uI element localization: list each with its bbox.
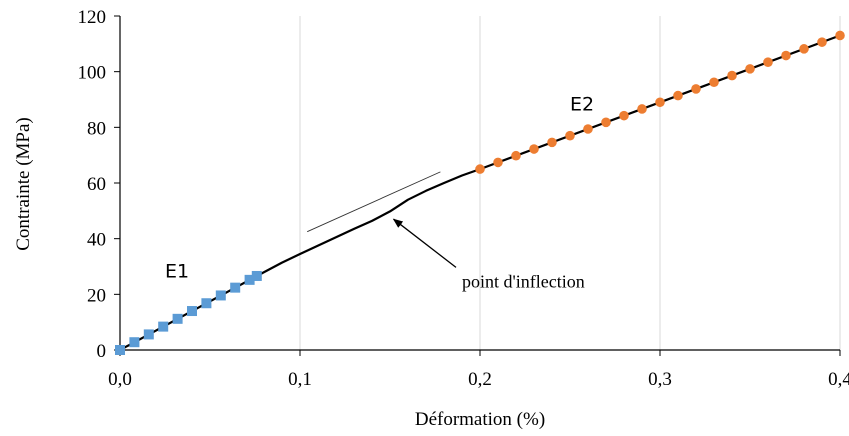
e2-point bbox=[565, 130, 575, 141]
e1-point bbox=[201, 298, 212, 309]
e2-point bbox=[637, 104, 647, 114]
e2-point bbox=[781, 50, 791, 61]
e1-point bbox=[244, 274, 255, 285]
x-axis-title: Déformation (%) bbox=[415, 409, 545, 430]
y-tick-label: 40 bbox=[87, 230, 106, 251]
e2-point bbox=[673, 90, 683, 101]
e2-point bbox=[817, 37, 827, 47]
y-tick-label: 20 bbox=[87, 285, 106, 306]
e1-point bbox=[129, 337, 140, 348]
e2-point bbox=[529, 144, 539, 154]
x-tick-label: 0,3 bbox=[648, 369, 672, 390]
e1-point bbox=[172, 313, 183, 324]
e2-point bbox=[709, 77, 719, 88]
y-tick-label: 120 bbox=[78, 7, 107, 28]
e1-point bbox=[215, 290, 226, 301]
y-tick-label: 0 bbox=[97, 341, 107, 362]
e2-point bbox=[763, 57, 773, 68]
e2-point bbox=[745, 64, 755, 74]
y-tick-label: 100 bbox=[78, 63, 107, 84]
tangent-line-segment bbox=[307, 171, 441, 233]
axes bbox=[114, 15, 841, 356]
fit-curve bbox=[119, 34, 841, 351]
e2-point bbox=[583, 124, 593, 134]
e2-point bbox=[475, 164, 485, 174]
e2-point bbox=[601, 117, 611, 128]
e1-point bbox=[230, 282, 241, 293]
x-tick-labels: 0,0 0,1 0,2 0,3 0,4 bbox=[108, 369, 849, 390]
e2-point bbox=[547, 137, 557, 148]
inflection-arrow bbox=[392, 218, 457, 268]
e1-point bbox=[187, 306, 197, 317]
x-tick-label: 0,0 bbox=[108, 369, 132, 390]
annotation-e2: E2 bbox=[570, 94, 594, 116]
e2-point bbox=[691, 84, 701, 94]
annotation-e1: E1 bbox=[165, 261, 189, 283]
e1-point bbox=[251, 270, 262, 281]
curve-line bbox=[119, 34, 841, 351]
annotations: E1 E2 point d'inflection bbox=[165, 94, 594, 292]
y-tick-label: 80 bbox=[87, 118, 106, 139]
y-tick-label: 60 bbox=[87, 174, 106, 195]
y-tick-labels: 0 20 40 60 80 100 120 bbox=[78, 7, 107, 362]
x-tick-label: 0,1 bbox=[288, 369, 312, 390]
y-axis-title: Contrainte (MPa) bbox=[13, 117, 34, 251]
inflection-label: point d'inflection bbox=[462, 271, 585, 291]
e1-point bbox=[115, 345, 125, 355]
x-tick-label: 0,4 bbox=[828, 369, 849, 390]
e2-points bbox=[475, 30, 845, 174]
x-tick-label: 0,2 bbox=[468, 369, 492, 390]
grid-lines bbox=[299, 16, 841, 350]
e1-point bbox=[143, 329, 154, 340]
e2-point bbox=[493, 157, 503, 168]
e1-points bbox=[115, 270, 262, 355]
e2-point bbox=[727, 70, 737, 81]
e2-point bbox=[511, 150, 521, 161]
e2-point bbox=[799, 44, 809, 54]
e2-point bbox=[619, 110, 629, 121]
e2-point bbox=[835, 30, 845, 41]
e1-point bbox=[158, 321, 169, 332]
tangent-line bbox=[307, 171, 441, 233]
e2-point bbox=[655, 97, 665, 108]
